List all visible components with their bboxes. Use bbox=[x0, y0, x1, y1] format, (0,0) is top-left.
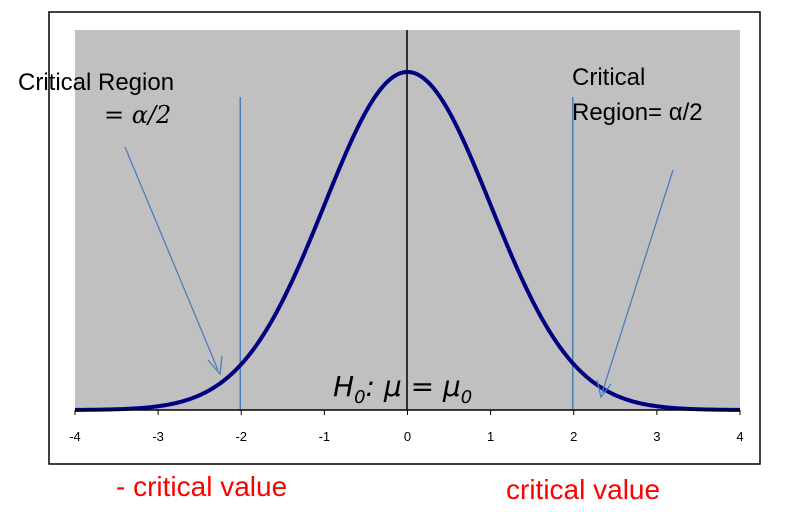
x-tick-label-1: -3 bbox=[152, 429, 164, 444]
x-tick-label-8: 4 bbox=[736, 429, 743, 444]
x-tick-label-0: -4 bbox=[69, 429, 81, 444]
hypothesis-h: H bbox=[333, 370, 354, 403]
normal-curve bbox=[74, 69, 741, 412]
x-tick-label-7: 3 bbox=[653, 429, 660, 444]
right-region-label-line2: Region= α/2 bbox=[572, 99, 703, 126]
left-region-label-line1: Critical Region bbox=[18, 69, 174, 96]
positive-critical-value-label: critical value bbox=[506, 474, 660, 505]
right-region-label-line1: Critical bbox=[572, 64, 645, 91]
x-tick-label-2: -2 bbox=[235, 429, 247, 444]
left-region-label-line2: = α/2 bbox=[104, 101, 171, 129]
left-arrow bbox=[124, 146, 223, 376]
hypothesis-mu-subscript: 0 bbox=[461, 387, 472, 408]
hypothesis-h-subscript: 0 bbox=[354, 387, 365, 408]
x-tick-label-3: -1 bbox=[319, 429, 331, 444]
null-hypothesis-label: H0: μ = μ0 bbox=[333, 370, 472, 408]
x-tick-label-5: 1 bbox=[487, 429, 494, 444]
right-arrow bbox=[596, 169, 674, 399]
chart-frame bbox=[48, 11, 761, 465]
hypothesis-mu-equals: : μ = μ bbox=[366, 370, 461, 403]
negative-critical-value-label: - critical value bbox=[116, 471, 287, 502]
x-tick-label-6: 2 bbox=[570, 429, 577, 444]
x-tick-label-4: 0 bbox=[404, 429, 411, 444]
